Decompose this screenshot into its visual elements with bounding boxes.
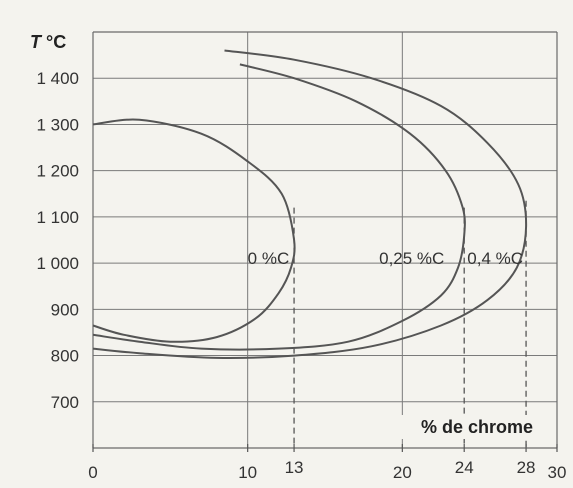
y-tick-label: 1 200 xyxy=(36,162,79,181)
series-label-1: 0,25 %C xyxy=(379,249,444,268)
series-curve-1 xyxy=(92,63,466,351)
x-tick-label: 24 xyxy=(455,458,474,477)
y-tick-label: 700 xyxy=(51,393,79,412)
series-label-2: 0,4 %C xyxy=(467,249,523,268)
y-tick-label: 1 300 xyxy=(36,115,79,134)
x-tick-label: 30 xyxy=(548,463,567,482)
x-axis-title-bg xyxy=(399,415,555,439)
y-tick-label: 900 xyxy=(51,300,79,319)
plot-frame xyxy=(92,31,558,452)
tick-labels: 1 400 1 300 1 200 1 100 1 000 900 800 700 0 10 13 2… xyxy=(36,69,566,482)
y-tick-label: 800 xyxy=(51,347,79,366)
x-tick-label: 0 xyxy=(88,463,97,482)
labels: T °C % de chrome 0 %C 0,25 %C 0,4 %C xyxy=(30,32,555,439)
series-curve-0 xyxy=(92,118,296,343)
x-tick-label: 13 xyxy=(285,458,304,477)
y-axis-title: T °C xyxy=(30,32,66,52)
y-tick-label: 1 400 xyxy=(36,69,79,88)
series-curve-2 xyxy=(92,49,528,359)
y-tick-label: 1 000 xyxy=(36,254,79,273)
series-label-0: 0 %C xyxy=(248,249,290,268)
series-curves xyxy=(92,49,528,359)
x-tick-label: 28 xyxy=(517,458,536,477)
x-tick-label: 10 xyxy=(238,463,257,482)
y-tick-label: 1 100 xyxy=(36,208,79,227)
x-axis-title: % de chrome xyxy=(421,417,533,437)
grid xyxy=(93,32,557,448)
x-tick-label: 20 xyxy=(393,463,412,482)
dashed-markers xyxy=(293,200,527,448)
